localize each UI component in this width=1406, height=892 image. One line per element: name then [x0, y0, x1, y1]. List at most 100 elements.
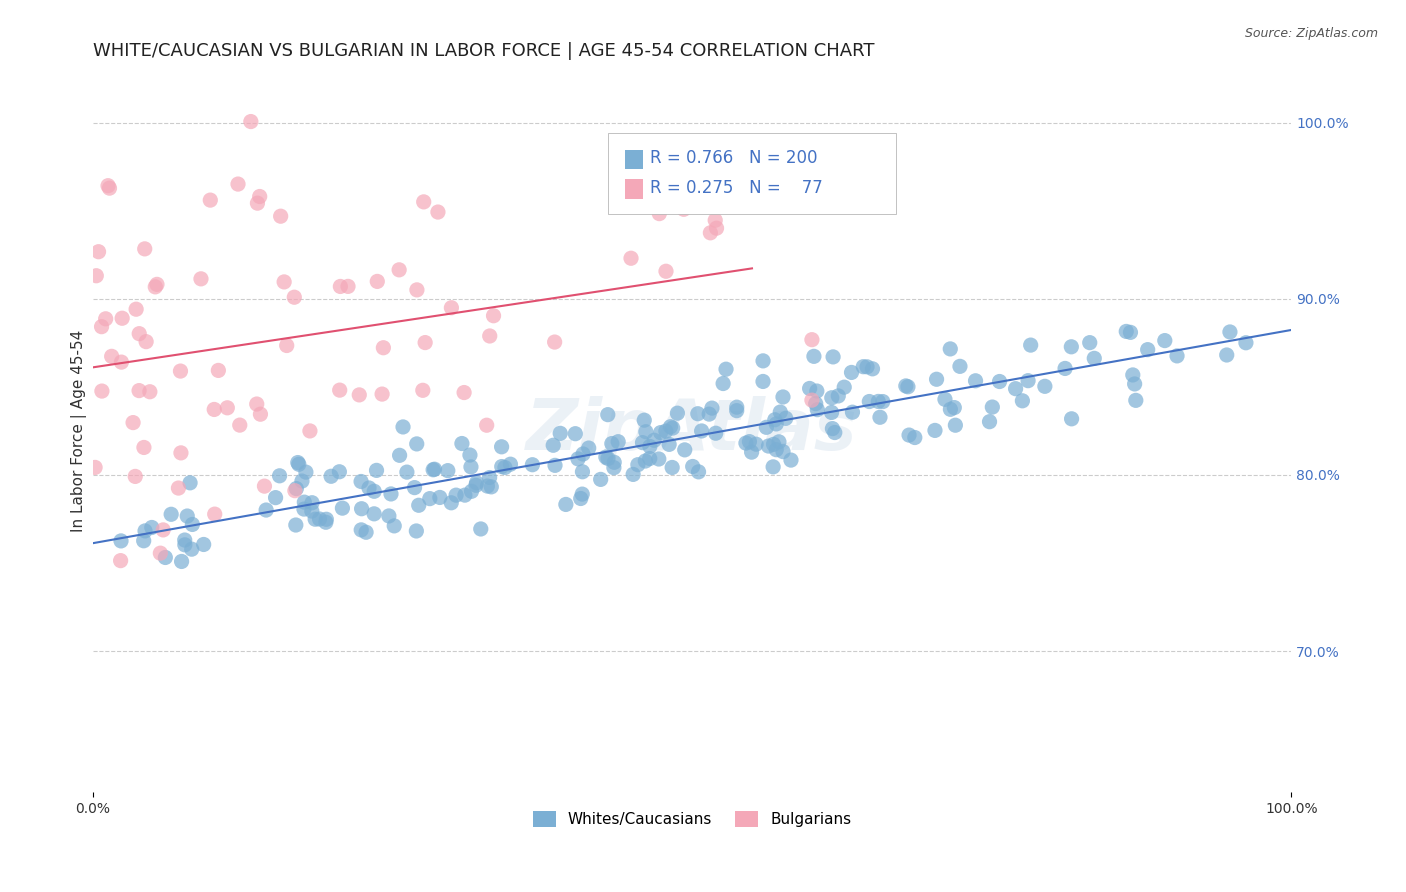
Point: [288, 457, 311, 471]
Point: [762, 459, 785, 474]
Point: [465, 475, 488, 490]
Point: [572, 447, 595, 461]
Point: [522, 458, 544, 472]
Point: [1060, 412, 1083, 426]
Point: [1083, 351, 1105, 366]
Point: [315, 512, 337, 526]
Point: [276, 338, 298, 352]
Point: [897, 380, 920, 394]
Point: [981, 400, 1004, 414]
Point: [541, 438, 564, 452]
Point: [806, 402, 828, 417]
Point: [1219, 325, 1241, 339]
Point: [179, 475, 201, 490]
Point: [180, 542, 202, 557]
Point: [868, 394, 890, 409]
Point: [1019, 338, 1042, 352]
Point: [283, 290, 305, 304]
Point: [634, 454, 657, 468]
Point: [98, 181, 121, 195]
Point: [1004, 382, 1026, 396]
Point: [125, 302, 148, 317]
Point: [337, 279, 360, 293]
Point: [832, 380, 855, 394]
Point: [682, 459, 704, 474]
Point: [249, 407, 271, 421]
Point: [752, 375, 775, 389]
Point: [298, 424, 321, 438]
Point: [329, 383, 352, 397]
Point: [700, 401, 723, 416]
Point: [292, 502, 315, 516]
Point: [84, 268, 107, 283]
Point: [134, 524, 156, 538]
Point: [451, 436, 474, 450]
Point: [354, 525, 377, 540]
Point: [254, 503, 277, 517]
FancyBboxPatch shape: [624, 150, 643, 169]
Point: [193, 537, 215, 551]
Point: [475, 418, 498, 433]
Point: [564, 426, 586, 441]
Point: [924, 424, 946, 438]
Point: [478, 470, 501, 484]
Point: [1078, 335, 1101, 350]
Text: R = 0.766   N = 200: R = 0.766 N = 200: [650, 149, 818, 167]
Point: [90, 319, 112, 334]
Point: [686, 407, 709, 421]
Point: [388, 263, 411, 277]
Point: [349, 388, 371, 402]
Point: [419, 491, 441, 506]
Point: [620, 252, 643, 266]
Point: [284, 518, 307, 533]
Point: [869, 410, 891, 425]
Point: [190, 272, 212, 286]
Point: [544, 458, 567, 473]
Point: [90, 384, 112, 398]
Point: [392, 420, 415, 434]
Point: [939, 402, 962, 417]
Point: [200, 193, 222, 207]
Point: [1122, 368, 1144, 382]
Point: [672, 202, 695, 217]
Point: [571, 487, 593, 501]
Point: [631, 435, 654, 450]
Point: [246, 397, 269, 411]
Point: [772, 444, 794, 458]
FancyBboxPatch shape: [624, 179, 643, 199]
Point: [134, 242, 156, 256]
Point: [94, 311, 117, 326]
Point: [284, 483, 307, 498]
Point: [856, 359, 879, 374]
Point: [454, 488, 477, 502]
Point: [596, 451, 619, 466]
Point: [465, 478, 488, 492]
Point: [202, 402, 225, 417]
Point: [1166, 349, 1188, 363]
Point: [405, 524, 427, 538]
Point: [110, 355, 132, 369]
Point: [291, 474, 314, 488]
Point: [949, 359, 972, 374]
Point: [122, 416, 145, 430]
Point: [139, 384, 162, 399]
Point: [979, 415, 1001, 429]
Point: [1153, 334, 1175, 348]
Point: [752, 354, 775, 368]
Point: [253, 479, 276, 493]
Point: [1136, 343, 1159, 357]
Point: [460, 484, 482, 499]
Point: [357, 481, 380, 495]
Point: [627, 458, 650, 472]
Point: [1125, 393, 1147, 408]
Point: [589, 472, 612, 486]
Point: [426, 205, 449, 219]
Point: [711, 376, 734, 391]
Point: [595, 450, 617, 464]
Point: [155, 550, 177, 565]
Point: [603, 455, 626, 469]
Point: [246, 196, 269, 211]
Point: [100, 349, 122, 363]
Point: [304, 512, 326, 526]
Point: [329, 279, 352, 293]
